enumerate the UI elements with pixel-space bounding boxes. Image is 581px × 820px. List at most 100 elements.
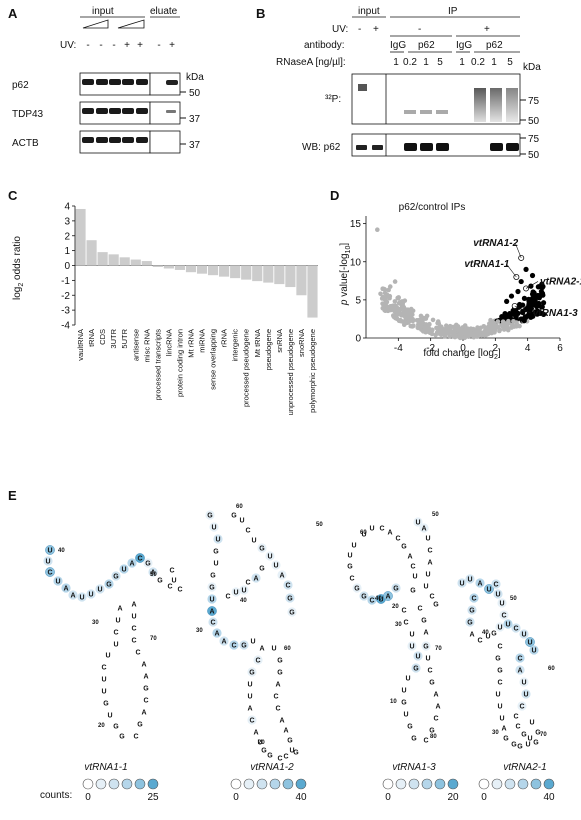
scatter-point xyxy=(426,326,432,331)
nucleotide: U xyxy=(369,526,374,533)
scatter-chart: 0 5 10 15 -4 -2 0 2 4 6 vtRNA1-2 vtRNA1-1 vtRNA2-1 vt… xyxy=(350,216,581,354)
scatter-point xyxy=(375,227,380,233)
nucleotide: G xyxy=(209,585,215,592)
blot-band xyxy=(166,110,176,113)
nucleotide-highlight xyxy=(499,610,509,620)
nucleotide-highlight xyxy=(495,622,505,632)
scatter-point xyxy=(384,307,390,313)
legend-circle xyxy=(147,778,159,790)
scatter-point-enriched xyxy=(513,314,519,320)
scatter-point xyxy=(447,323,453,329)
nucleotide-highlight xyxy=(229,640,239,650)
scatter-point xyxy=(503,324,508,329)
nucleotide: C xyxy=(249,718,254,725)
nucleotide: C xyxy=(497,644,502,651)
nucleotide: U xyxy=(105,653,110,660)
scatter-point xyxy=(382,287,388,292)
nucleotide: U xyxy=(485,634,490,641)
nucleotide: G xyxy=(467,620,473,627)
legend-circle xyxy=(504,778,516,790)
nucleotide: U xyxy=(527,736,532,743)
scatter-title: p62/control IPs xyxy=(399,202,466,213)
nucleotide: G xyxy=(429,728,435,735)
nucleotide: C xyxy=(403,620,408,627)
nucleotide-number: 50 xyxy=(150,572,157,578)
nucleotide-highlight xyxy=(271,560,281,570)
nucleotide: U xyxy=(213,561,218,568)
legend-max: 20 xyxy=(447,792,459,803)
marker-50-a: 50 xyxy=(189,88,201,99)
nucleotide: A xyxy=(259,646,264,653)
nucleotide: C xyxy=(275,706,280,713)
nucleotide-highlight xyxy=(111,571,121,581)
uv-mark-a: + xyxy=(169,40,175,51)
blot-band xyxy=(82,108,94,114)
nucleotide-highlight xyxy=(457,578,467,588)
scatter-point-enriched xyxy=(525,304,531,311)
nucleotide: C xyxy=(497,680,502,687)
legend-circle xyxy=(95,778,107,790)
legend-max: 25 xyxy=(147,792,159,803)
uv-ip-plus: + xyxy=(484,24,490,35)
nucleotide: C xyxy=(427,668,432,675)
struct-label-vtrna1-3: vtRNA1-3 xyxy=(392,762,436,773)
nucleotide: U xyxy=(101,689,106,696)
scatter-ytick-label: 15 xyxy=(350,219,362,230)
nucleotide: G xyxy=(535,730,541,737)
nucleotide-highlight xyxy=(519,629,529,639)
bar-category-label: rRNA xyxy=(220,329,229,347)
wb-band xyxy=(420,143,433,151)
nucleotide: U xyxy=(247,694,252,701)
nucleotide: C xyxy=(501,613,506,620)
uv-row-a: - - - + + - + xyxy=(86,40,175,51)
bar-mark xyxy=(252,265,263,282)
nucleotide: C xyxy=(471,596,476,603)
nucleotide-highlight xyxy=(413,651,423,661)
nucleotide: G xyxy=(259,566,265,573)
wb-band xyxy=(404,143,417,151)
nucleotide-number: 20 xyxy=(392,604,399,610)
scatter-point xyxy=(510,322,515,328)
scatter-point xyxy=(457,331,463,336)
nucleotide: U xyxy=(425,572,430,579)
legend-circle xyxy=(447,778,459,790)
scatter-point-enriched xyxy=(518,316,524,322)
bar-category-label: processed pseudogene xyxy=(242,329,251,407)
nucleotide: G xyxy=(503,736,509,743)
nucleotide-number: 40 xyxy=(240,598,247,604)
nucleotide: U xyxy=(527,640,532,647)
autorad-band xyxy=(436,110,448,114)
scatter-point xyxy=(387,293,393,299)
rnase-value: 5 xyxy=(507,57,513,68)
nucleotide-number: 60 xyxy=(548,666,555,672)
legend-circle xyxy=(295,778,307,790)
nucleotide-highlight xyxy=(277,570,287,580)
nucleotide-highlight xyxy=(253,655,263,665)
nucleotide-number: 70 xyxy=(150,636,157,642)
scatter-point xyxy=(492,323,498,328)
nucleotide: C xyxy=(515,724,520,731)
nucleotide: U xyxy=(499,601,504,608)
scatter-point-enriched xyxy=(520,309,526,316)
nucleotide: A xyxy=(477,581,482,588)
scatter-point-enriched xyxy=(515,288,521,295)
nucleotide: U xyxy=(121,567,126,574)
rnase-value: 1 xyxy=(393,57,399,68)
nucleotide: U xyxy=(425,536,430,543)
nucleotide-highlight xyxy=(287,607,297,617)
nucleotide: G xyxy=(157,578,163,585)
scatter-point xyxy=(449,329,454,334)
legend-min: 0 xyxy=(85,792,91,803)
autorad-band xyxy=(420,110,432,114)
bar-mark xyxy=(119,257,130,266)
bar-mark xyxy=(174,265,186,270)
marker-75-wb: 75 xyxy=(528,134,540,145)
panel-label-b: B xyxy=(256,6,265,21)
nucleotide: G xyxy=(407,724,413,731)
nucleotide: U xyxy=(495,692,500,699)
nucleotide: U xyxy=(79,595,84,602)
scatter-xlabel: fold change [log2] xyxy=(423,348,501,361)
legend-circle xyxy=(269,778,281,790)
nucleotide: U xyxy=(107,713,112,720)
p32-label: ³²P: xyxy=(325,94,341,105)
